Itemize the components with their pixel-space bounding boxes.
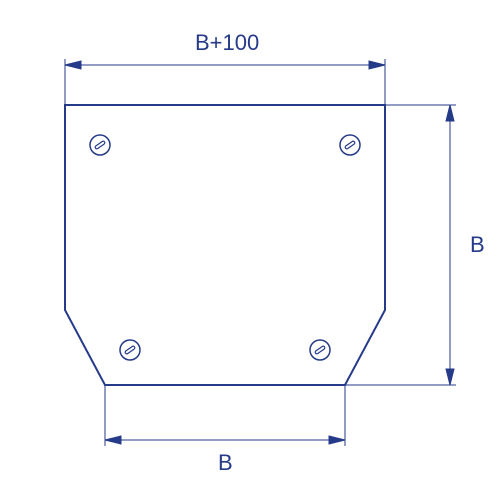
screw-circle [310, 340, 330, 360]
screw-slot [345, 141, 356, 150]
screw-slot [315, 346, 326, 355]
dim-label-bottom: B [218, 450, 233, 475]
plate-outline [65, 105, 385, 385]
screw-circle [340, 135, 360, 155]
screw-hole [340, 135, 360, 155]
screw-hole [90, 135, 110, 155]
arrowhead [329, 436, 345, 444]
arrowhead [65, 61, 81, 69]
dim-label-top: B+100 [195, 30, 259, 55]
arrowhead [446, 105, 454, 121]
screw-circle [90, 135, 110, 155]
arrowhead [369, 61, 385, 69]
screw-slot [125, 346, 136, 355]
arrowhead [105, 436, 121, 444]
dim-label-right: B [470, 232, 485, 257]
technical-drawing: B+100 B B [0, 0, 500, 500]
screw-slot [95, 141, 106, 150]
screw-circle [120, 340, 140, 360]
screw-hole [120, 340, 140, 360]
screw-hole [310, 340, 330, 360]
arrowhead [446, 369, 454, 385]
